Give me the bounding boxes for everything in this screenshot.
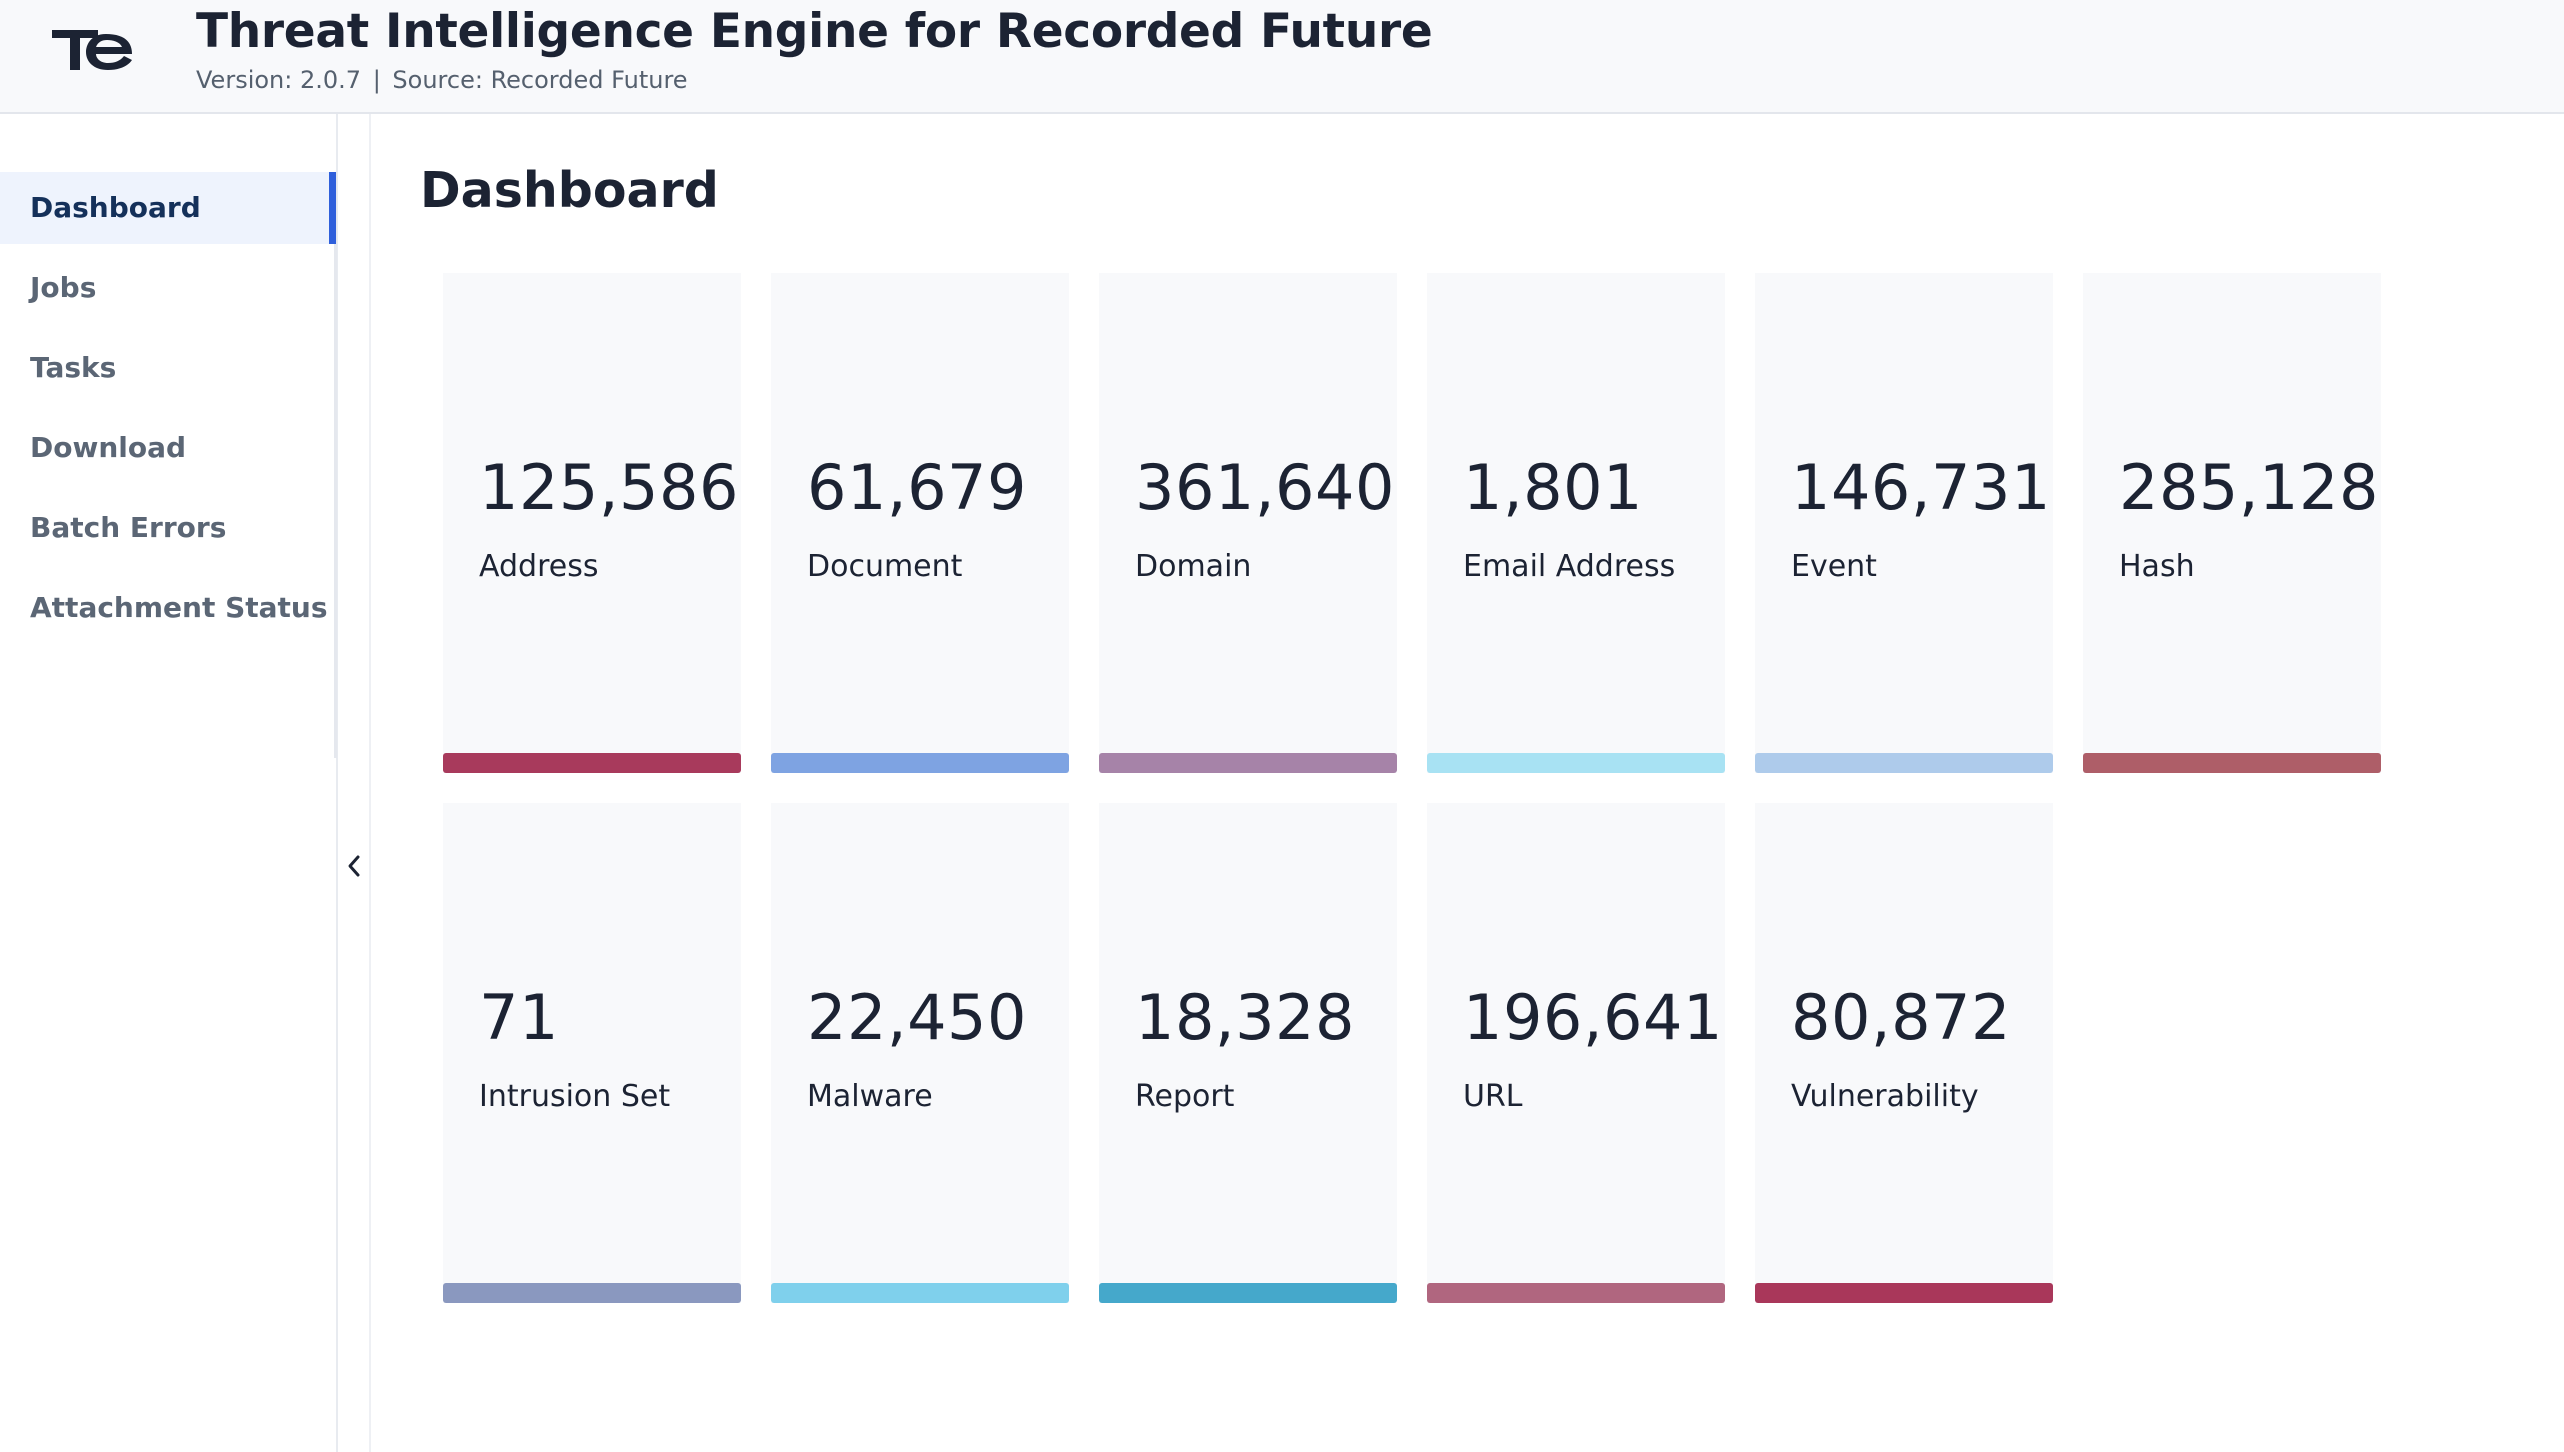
stat-count: 125,586 [479,451,739,524]
subtitle-separator: | [372,66,381,94]
stat-label: Event [1791,549,1877,584]
app-header: Threat Intelligence Engine for Recorded … [0,0,2564,114]
stat-card-hash[interactable]: 285,128 Hash [2083,273,2381,773]
stat-color-bar [1099,1283,1397,1303]
app-title: Threat Intelligence Engine for Recorded … [196,4,1433,59]
stat-label: Address [479,549,599,584]
stat-count: 61,679 [807,451,1027,524]
stat-card-malware[interactable]: 22,450 Malware [771,803,1069,1303]
stat-count: 71 [479,981,559,1054]
sidebar: Dashboard Jobs Tasks Download Batch Erro… [0,114,338,1452]
stat-label: Intrusion Set [479,1079,671,1114]
stat-color-bar [443,1283,741,1303]
stat-card-vulnerability[interactable]: 80,872 Vulnerability [1755,803,2053,1303]
stat-color-bar [443,753,741,773]
stat-label: Hash [2119,549,2195,584]
sidebar-item-jobs[interactable]: Jobs [30,271,97,304]
sidebar-item-tasks[interactable]: Tasks [30,351,117,384]
stat-count: 361,640 [1135,451,1395,524]
stat-color-bar [2083,753,2381,773]
stat-color-bar [1755,1283,2053,1303]
stat-card-intrusion-set[interactable]: 71 Intrusion Set [443,803,741,1303]
stat-color-bar [1427,1283,1725,1303]
stat-color-bar [1755,753,2053,773]
content-divider [369,114,371,1452]
stat-card-report[interactable]: 18,328 Report [1099,803,1397,1303]
source-text: Source: Recorded Future [392,66,688,94]
sidebar-item-attachment-status[interactable]: Attachment Status [30,591,328,624]
stat-count: 80,872 [1791,981,2011,1054]
sidebar-item-download[interactable]: Download [30,431,187,464]
stat-label: Domain [1135,549,1252,584]
stat-card-address[interactable]: 125,586 Address [443,273,741,773]
stat-label: Document [807,549,963,584]
sidebar-item-batch-errors[interactable]: Batch Errors [30,511,227,544]
app-subtitle: Version: 2.0.7 | Source: Recorded Future [196,66,688,94]
stat-color-bar [1099,753,1397,773]
stat-card-domain[interactable]: 361,640 Domain [1099,273,1397,773]
stat-card-url[interactable]: 196,641 URL [1427,803,1725,1303]
stat-color-bar [771,1283,1069,1303]
sidebar-nav: Dashboard Jobs Tasks Download Batch Erro… [0,172,336,652]
stat-card-document[interactable]: 61,679 Document [771,273,1069,773]
stat-count: 196,641 [1463,981,1723,1054]
version-text: Version: 2.0.7 [196,66,362,94]
stat-color-bar [1427,753,1725,773]
page-title: Dashboard [420,162,719,219]
stat-count: 18,328 [1135,981,1355,1054]
stat-count: 146,731 [1791,451,2051,524]
stat-count: 1,801 [1463,451,1643,524]
tie-logo-icon [52,30,132,70]
stat-card-event[interactable]: 146,731 Event [1755,273,2053,773]
sidebar-rail [334,172,337,758]
sidebar-collapse-button[interactable] [339,840,369,892]
stat-count: 22,450 [807,981,1027,1054]
stat-label: URL [1463,1079,1523,1114]
stat-label: Vulnerability [1791,1079,1979,1114]
stat-label: Malware [807,1079,933,1114]
stat-count: 285,128 [2119,451,2379,524]
stat-card-email-address[interactable]: 1,801 Email Address [1427,273,1725,773]
stat-label: Report [1135,1079,1235,1114]
stat-label: Email Address [1463,549,1676,584]
sidebar-item-dashboard[interactable]: Dashboard [0,172,336,244]
chevron-left-icon [348,855,360,877]
stat-color-bar [771,753,1069,773]
